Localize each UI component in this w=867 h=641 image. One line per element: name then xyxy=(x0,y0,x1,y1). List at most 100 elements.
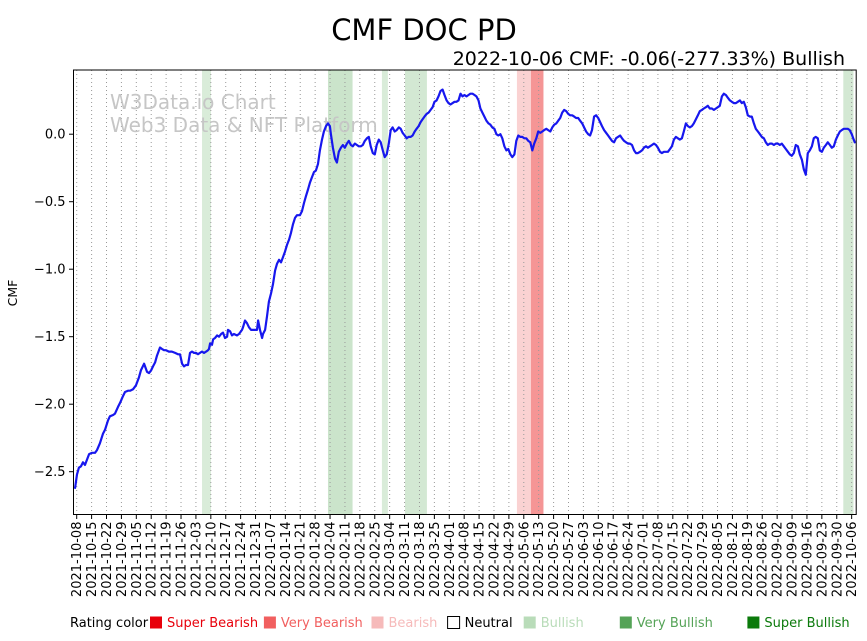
x-tick-label: 2022-09-23 xyxy=(815,522,830,598)
x-tick-label: 2022-01-14 xyxy=(279,522,294,598)
x-tick-label: 2022-02-18 xyxy=(353,522,368,598)
x-tick-label: 2021-11-19 xyxy=(160,522,175,598)
x-tick-label: 2022-04-15 xyxy=(473,522,488,598)
x-tick-label: 2022-08-19 xyxy=(741,522,756,598)
x-tick-label: 2022-07-08 xyxy=(651,522,666,598)
x-tick-label: 2021-10-29 xyxy=(115,522,130,598)
rating-band xyxy=(202,70,211,515)
legend-item-label: Very Bearish xyxy=(281,616,363,631)
rating-bands-group xyxy=(202,70,854,515)
watermark-line2: Web3 Data & NFT Platform xyxy=(110,113,378,137)
x-tick-label: 2022-08-26 xyxy=(756,522,771,598)
y-tick-label: −1.5 xyxy=(34,330,66,345)
watermark-line1: W3Data.io Chart xyxy=(110,90,276,114)
x-tick-label: 2022-09-30 xyxy=(830,522,845,598)
legend-item-label: Super Bearish xyxy=(167,616,258,631)
legend-item-super-bearish: Super Bearish xyxy=(150,616,258,631)
x-tick-label: 2022-06-10 xyxy=(592,522,607,598)
x-tick-label: 2021-10-22 xyxy=(100,522,115,598)
y-tick-label: −2.5 xyxy=(34,465,66,480)
x-tick-labels-group: 2021-10-08 2021-10-15 2021-10-22 2021-10-29… xyxy=(70,514,860,598)
legend-swatch xyxy=(263,616,276,629)
x-tick-label: 2022-09-09 xyxy=(786,522,801,598)
legend-swatch xyxy=(747,616,760,629)
legend-swatch xyxy=(371,616,384,629)
chart-subtitle: 2022-10-06 CMF: -0.06(-277.33%) Bullish xyxy=(453,48,845,70)
x-tick-label: 2022-02-25 xyxy=(368,522,383,598)
y-axis-label: CMF xyxy=(5,280,20,307)
legend-item-label: Very Bullish xyxy=(637,616,713,631)
x-tick-label: 2022-06-17 xyxy=(607,522,622,598)
legend-item-label: Neutral xyxy=(465,616,513,631)
x-tick-label: 2022-04-08 xyxy=(458,522,473,598)
cmf-line xyxy=(74,88,856,489)
legend-item-label: Bearish xyxy=(389,616,438,631)
rating-band xyxy=(843,70,854,515)
x-tick-label: 2022-07-01 xyxy=(637,522,652,598)
x-tick-label: 2022-05-13 xyxy=(532,522,547,598)
x-tick-label: 2021-10-08 xyxy=(70,522,85,598)
x-tick-label: 2021-12-17 xyxy=(219,522,234,598)
legend-item-very-bullish: Very Bullish xyxy=(619,616,713,631)
x-tick-label: 2022-07-29 xyxy=(696,522,711,598)
x-tick-label: 2022-09-16 xyxy=(800,522,815,598)
legend-item-neutral: Neutral xyxy=(447,616,513,631)
x-tick-label: 2022-03-25 xyxy=(428,522,443,598)
x-tick-label: 2022-07-22 xyxy=(681,522,696,598)
x-tick-label: 2021-12-24 xyxy=(234,522,249,598)
x-tick-label: 2022-01-28 xyxy=(309,522,324,598)
legend-title: Rating color xyxy=(70,616,149,631)
x-tick-label: 2022-05-27 xyxy=(562,522,577,598)
x-tick-label: 2022-04-22 xyxy=(487,522,502,598)
x-tick-label: 2022-06-24 xyxy=(622,522,637,598)
x-tick-label: 2022-09-02 xyxy=(771,522,786,598)
x-tick-label: 2021-12-31 xyxy=(249,522,264,598)
rating-band xyxy=(405,70,427,515)
legend-swatch xyxy=(447,616,461,629)
x-tick-label: 2022-08-05 xyxy=(711,522,726,598)
rating-band xyxy=(530,70,544,515)
rating-band xyxy=(381,70,388,515)
x-tick-label: 2022-03-11 xyxy=(398,522,413,598)
plot-border xyxy=(73,69,857,515)
x-tick-label: 2021-11-12 xyxy=(145,522,160,598)
rating-legend: Rating color Super Bearish Very Bearish Be… xyxy=(70,616,850,631)
legend-item-bearish: Bearish xyxy=(371,616,438,631)
x-tick-label: 2022-03-04 xyxy=(383,522,398,598)
x-tick-label: 2022-05-20 xyxy=(547,522,562,598)
x-tick-label: 2022-04-29 xyxy=(502,522,517,598)
x-tick-label: 2021-11-26 xyxy=(175,522,190,598)
rating-band xyxy=(516,70,531,515)
y-tick-labels-group: 0.0 −0.5 −1.0 −1.5 −2.0 −2.5 xyxy=(34,128,74,480)
x-tick-label: 2022-06-03 xyxy=(577,522,592,598)
x-tick-label: 2022-08-12 xyxy=(726,522,741,598)
x-tick-label: 2022-01-07 xyxy=(264,522,279,598)
x-tick-label: 2021-12-10 xyxy=(204,522,219,598)
legend-item-label: Bullish xyxy=(541,616,584,631)
x-tick-label: 2021-12-03 xyxy=(189,522,204,598)
x-tick-label: 2022-04-01 xyxy=(443,522,458,598)
x-tick-label: 2022-02-11 xyxy=(338,522,353,598)
cmf-line-group xyxy=(74,88,856,489)
x-tick-label: 2022-07-15 xyxy=(666,522,681,598)
y-tick-label: −0.5 xyxy=(34,195,66,210)
legend-swatch xyxy=(619,616,632,629)
x-tick-label: 2022-02-04 xyxy=(324,522,339,598)
legend-item-super-bullish: Super Bullish xyxy=(747,616,850,631)
x-tick-label: 2022-10-06 xyxy=(845,522,860,598)
x-tick-label: 2021-10-15 xyxy=(85,522,100,598)
legend-item-label: Super Bullish xyxy=(764,616,849,631)
y-tick-label: 0.0 xyxy=(45,128,66,143)
chart-title: CMF DOC PD xyxy=(331,13,517,47)
x-tick-label: 2022-05-06 xyxy=(517,522,532,598)
legend-item-very-bearish: Very Bearish xyxy=(263,616,363,631)
x-tick-label: 2021-11-05 xyxy=(130,522,145,598)
y-tick-label: −2.0 xyxy=(34,398,66,413)
y-tick-label: −1.0 xyxy=(34,263,66,278)
legend-swatch xyxy=(150,616,162,629)
x-tick-label: 2022-01-21 xyxy=(294,522,309,598)
x-tick-label: 2022-03-18 xyxy=(413,522,428,598)
legend-item-bullish: Bullish xyxy=(523,616,584,631)
